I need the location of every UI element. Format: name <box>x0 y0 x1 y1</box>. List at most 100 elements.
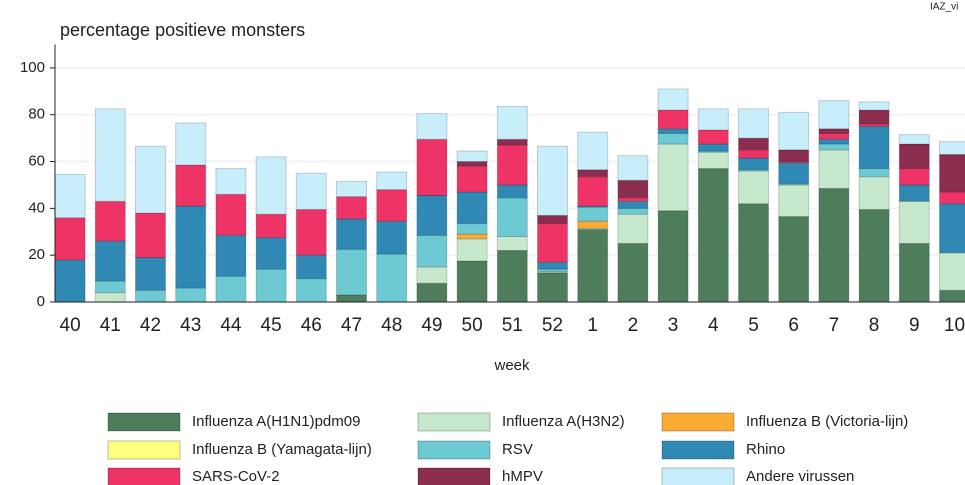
bar-segment <box>456 238 488 262</box>
bar-segment <box>738 149 769 159</box>
bar-segment <box>135 145 166 214</box>
bar-segment <box>456 150 488 163</box>
bar-segment <box>939 203 965 254</box>
bar-segment <box>617 155 649 181</box>
bar-segment <box>818 143 850 151</box>
x-tick-label: 42 <box>140 315 161 336</box>
legend-swatch <box>661 440 735 460</box>
bar-segment <box>94 280 126 294</box>
bar-segment <box>295 209 327 256</box>
bar-segment <box>738 137 769 151</box>
legend-swatch <box>107 467 181 485</box>
bar-segment <box>336 180 367 198</box>
bar-segment <box>657 128 689 134</box>
legend-label: Rhino <box>746 441 785 458</box>
y-tick-label: 0 <box>37 293 45 310</box>
bar-segment <box>858 109 890 125</box>
bar-segment <box>376 189 408 222</box>
bar-segment <box>255 213 287 239</box>
bar-segment <box>94 200 126 242</box>
bar-segment <box>939 141 965 156</box>
bar-segment <box>416 282 448 303</box>
bar-segment <box>577 220 609 229</box>
bar-segment <box>939 154 965 193</box>
chart-title: percentage positieve monsters <box>60 20 305 40</box>
bar-segment <box>858 168 890 178</box>
x-tick-label: 10 <box>944 315 965 336</box>
bar-segment <box>577 227 609 230</box>
bar-segment <box>456 165 488 193</box>
bar-segment <box>376 220 408 255</box>
bar-segment <box>416 234 448 268</box>
bar-segment <box>336 248 367 296</box>
bar-segment <box>778 184 810 218</box>
bar-segment <box>135 257 166 291</box>
legend-swatch <box>417 440 491 460</box>
bar-segment <box>54 173 86 219</box>
x-tick-label: 49 <box>421 315 442 336</box>
legend-label: Influenza A(H1N1)pdm09 <box>192 413 360 430</box>
bar-segment <box>898 134 930 145</box>
bar-segment <box>175 122 207 166</box>
bar-segment <box>94 292 126 303</box>
bar-segment <box>577 206 609 222</box>
bar-segment <box>858 209 890 303</box>
bar-segment <box>939 191 965 205</box>
x-tick-label: 50 <box>462 315 483 336</box>
bar-segment <box>537 272 568 303</box>
bar-segment <box>617 179 649 199</box>
x-tick-label: 48 <box>381 315 402 336</box>
bar-segment <box>898 242 930 303</box>
legend-label: Influenza B (Yamagata-lijn) <box>192 441 372 458</box>
y-tick-label: 80 <box>28 106 45 123</box>
bar-segment <box>496 197 528 237</box>
bar-segment <box>416 113 448 140</box>
bar-segment <box>496 144 528 186</box>
bar-segment <box>54 217 86 261</box>
bar-segment <box>617 200 649 209</box>
bar-segment <box>657 109 689 130</box>
bar-segment <box>778 149 810 163</box>
x-tick-label: 40 <box>60 315 81 336</box>
bar-segment <box>295 254 327 280</box>
x-tick-label: 2 <box>628 315 639 336</box>
bar-segment <box>215 193 247 236</box>
x-tick-label: 46 <box>301 315 322 336</box>
bar-segment <box>738 108 769 139</box>
legend-swatch <box>417 467 491 485</box>
bar-segment <box>818 128 850 134</box>
bar-segment <box>376 171 408 191</box>
bar-segment <box>617 207 649 215</box>
y-tick-label: 60 <box>28 153 45 170</box>
bar-segment <box>456 191 488 225</box>
legend-label: RSV <box>502 441 533 458</box>
bar-segment <box>657 210 689 303</box>
bar-segment <box>858 101 890 111</box>
x-tick-label: 43 <box>180 315 201 336</box>
bar-segment <box>818 132 850 140</box>
bar-segment <box>858 176 890 211</box>
legend-swatch <box>661 467 735 485</box>
bar-segment <box>778 111 810 151</box>
bar-segment <box>818 149 850 189</box>
legend-label: SARS-CoV-2 <box>192 468 280 485</box>
bar-segment <box>496 138 528 146</box>
bar-segment <box>94 240 126 282</box>
bar-segment <box>577 228 609 303</box>
bar-segment <box>537 214 568 225</box>
x-tick-label: 45 <box>261 315 282 336</box>
bar-segment <box>577 169 609 178</box>
legend-swatch <box>417 412 491 432</box>
y-tick-label: 40 <box>28 199 45 216</box>
bar-segment <box>336 218 367 250</box>
x-tick-label: 9 <box>909 315 920 336</box>
y-tick-label: 20 <box>28 246 45 263</box>
bar-segment <box>617 242 649 303</box>
bar-segment <box>738 157 769 171</box>
bar-segment <box>657 88 689 111</box>
bar-segment <box>697 143 729 152</box>
x-tick-label: 44 <box>220 315 242 336</box>
x-axis-label: week <box>493 357 530 374</box>
bar-segment <box>215 234 247 277</box>
bar-segment <box>295 278 327 303</box>
